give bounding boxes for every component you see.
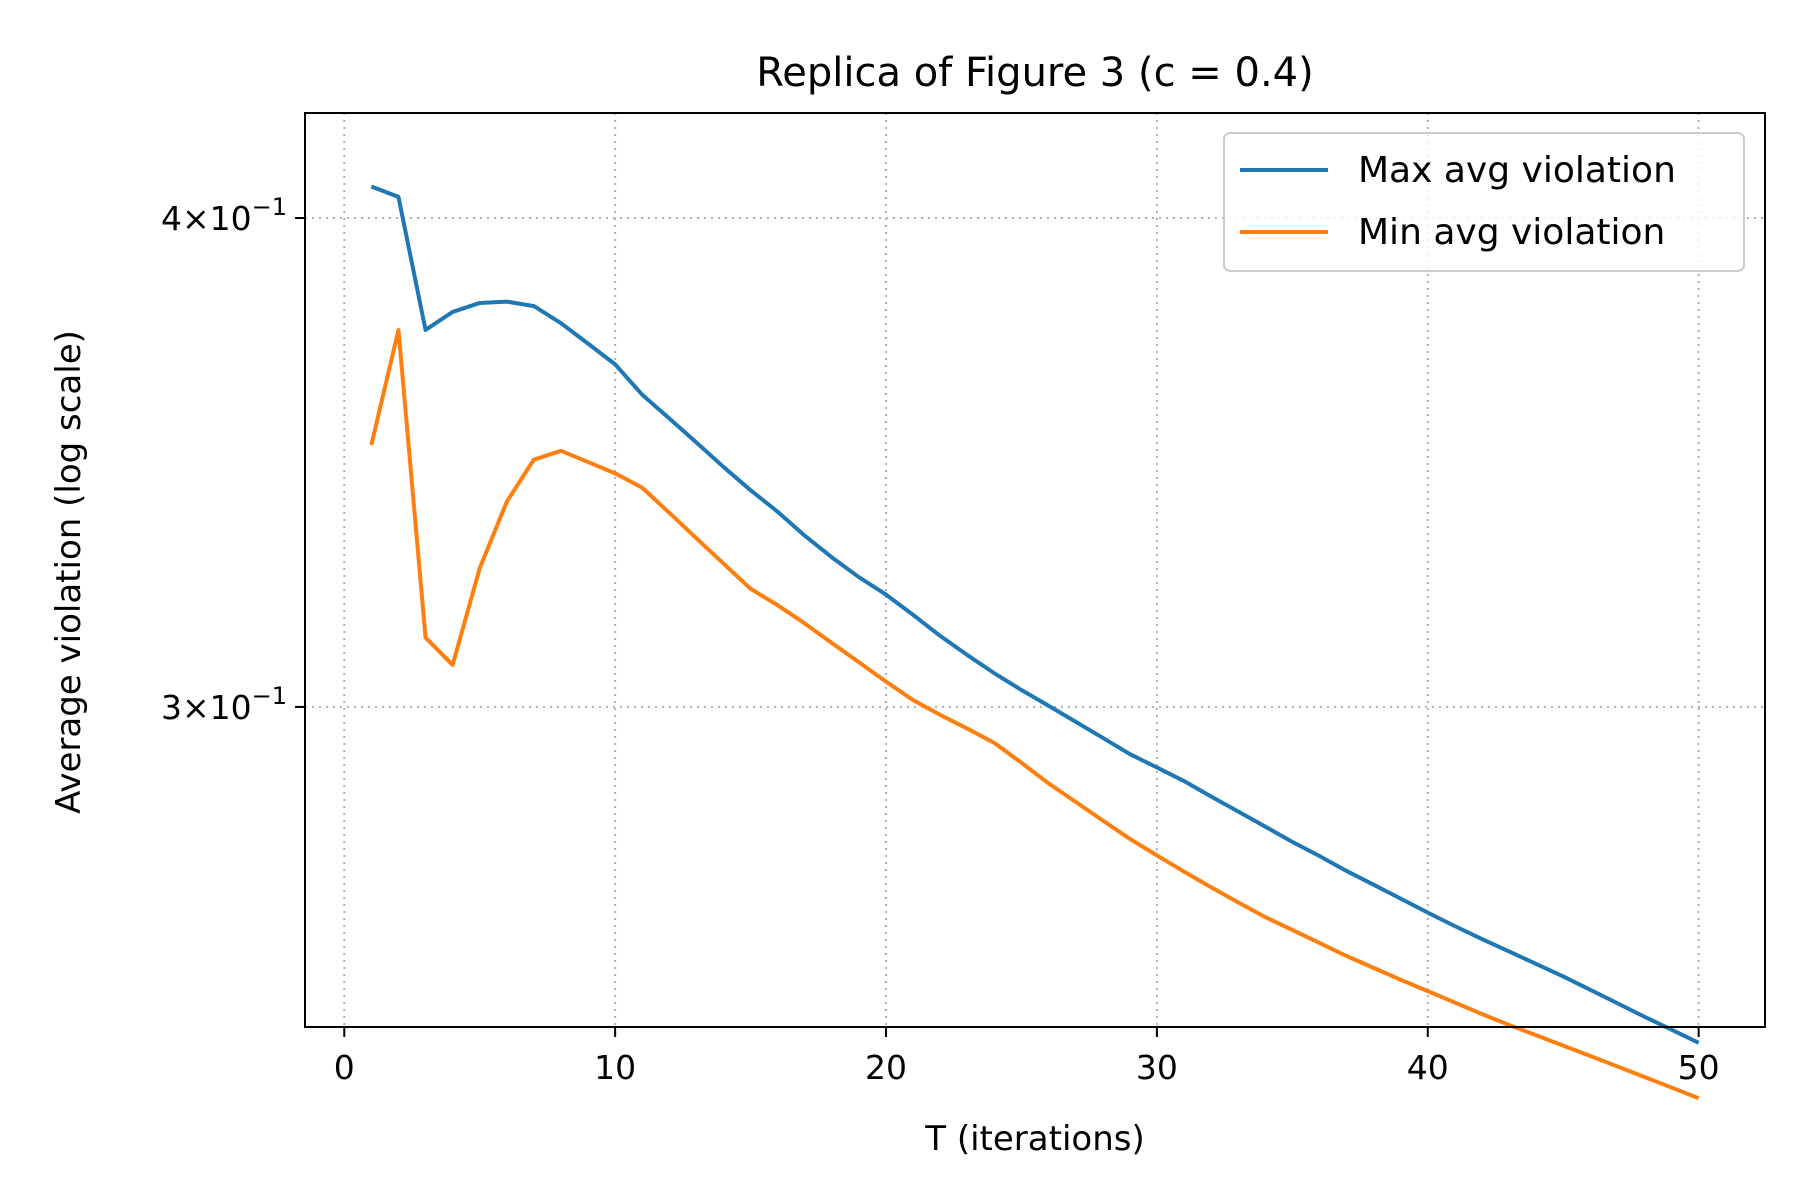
plot-frame <box>304 112 1766 1028</box>
legend: Max avg violation Min avg violation <box>1223 132 1745 272</box>
x-tick-label: 0 <box>334 1048 355 1087</box>
legend-label-min: Min avg violation <box>1358 212 1665 253</box>
series-line-min <box>369 327 1700 1101</box>
legend-label-max: Max avg violation <box>1358 150 1676 191</box>
x-tick-label: 20 <box>865 1048 907 1087</box>
x-tick-label: 10 <box>594 1048 636 1087</box>
x-tick-label: 40 <box>1407 1048 1449 1087</box>
y-axis-label: Average violation (log scale) <box>49 330 89 814</box>
tick-layer: 0 10 20 30 40 50 3×10−1 4×10−1 <box>161 193 1720 1087</box>
series-line-max <box>370 184 1700 1045</box>
y-tick-label: 3×10−1 <box>161 682 287 727</box>
grid-layer <box>305 113 1765 1027</box>
series-layer <box>369 184 1700 1101</box>
x-axis-label: T (iterations) <box>924 1119 1144 1159</box>
legend-box <box>1223 132 1745 272</box>
x-tick-label: 30 <box>1136 1048 1178 1087</box>
y-tick-label: 4×10−1 <box>161 193 287 238</box>
chart-title: Replica of Figure 3 (c = 0.4) <box>756 50 1313 96</box>
x-tick-label: 50 <box>1678 1048 1720 1087</box>
